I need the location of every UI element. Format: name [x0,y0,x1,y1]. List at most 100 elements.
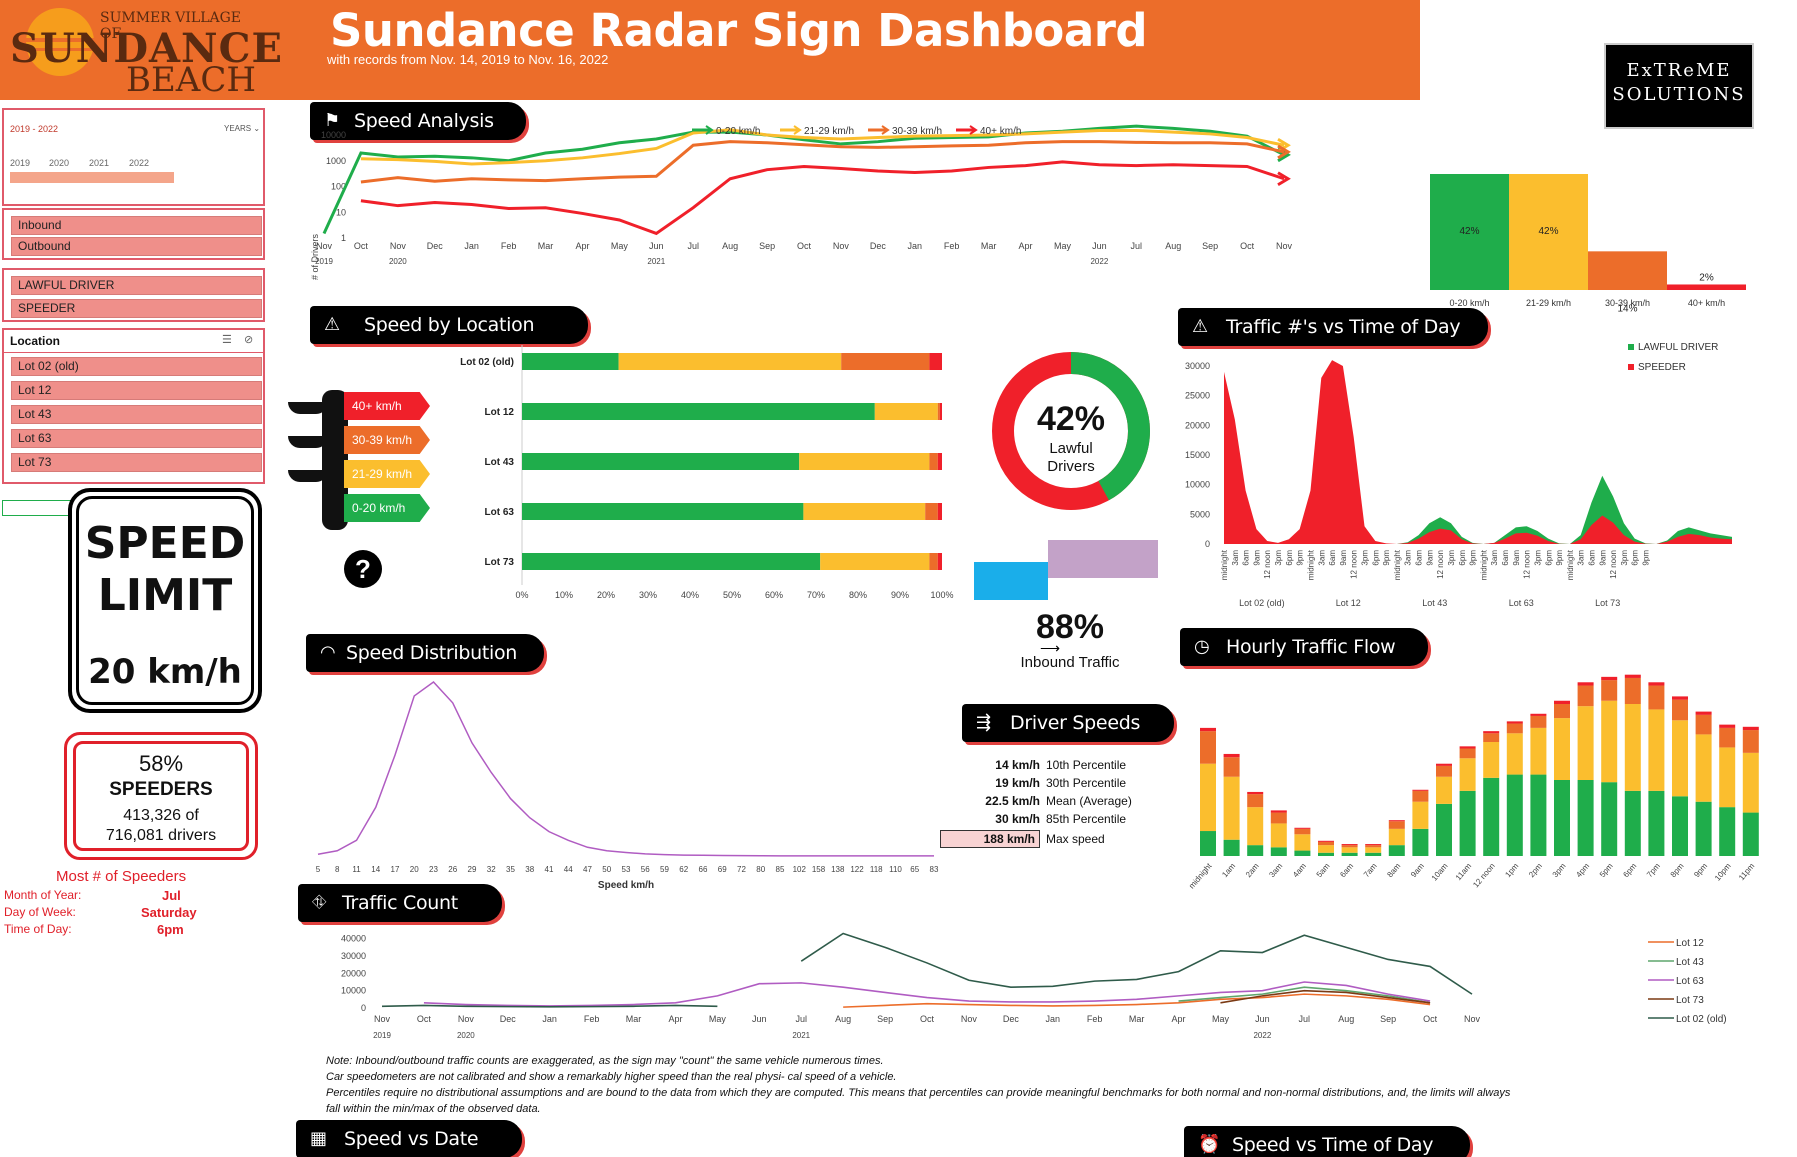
speed-bins-chart: 42% 0-20 km/h 42% 21-29 km/h 14%30-39 km/h 2%… [1430,160,1760,310]
bar-segment-0-20 km/h [1578,780,1594,856]
timeline-selection-bar[interactable] [10,172,174,183]
section-title: Speed Distribution [346,642,517,664]
x-tick-label: 20 [410,865,419,874]
x-tick-label: 118 [870,865,883,874]
x-tick-label: 32 [487,865,496,874]
slicer-item-inbound[interactable]: Inbound [11,216,262,235]
slicer-item-lot-73[interactable]: Lot 73 [11,453,262,472]
bar-segment-40+ km/h [1601,677,1617,680]
location-slicer-title: Location [10,334,60,348]
bar-segment-21-29 km/h [1507,733,1523,774]
hour-tick-label: 9pm [1296,550,1305,566]
x-tick-label: 50 [602,865,611,874]
bar-40+ km/h [1667,284,1746,290]
hour-tick-label: 12 noon [1263,550,1272,579]
x-tick-label: 21-29 km/h [1526,298,1571,308]
bar-segment-21-29 km/h [1554,718,1570,780]
slicer-item-lawful[interactable]: LAWFUL DRIVER [11,276,262,295]
speed-value: 22.5 km/h [940,794,1040,808]
x-tick-label: Apr [668,1014,682,1024]
hour-tick-label: 3am [1490,550,1499,566]
legend-swatch [1628,364,1634,370]
x-tick-label: May [1054,241,1072,251]
year-label: 2019 [373,1031,391,1040]
x-tick-label: Jan [908,241,923,251]
car-icon: ⇶ [976,704,991,742]
most-speeders-day-val: Saturday [141,905,197,920]
x-tick-label: 1pm [1503,861,1520,879]
slicer-item-outbound[interactable]: Outbound [11,237,262,256]
timeline-year-2020[interactable]: 2020 [49,158,69,168]
x-tick-label: 66 [699,865,708,874]
sign-line-2: LIMIT [72,570,258,621]
bar-segment-0-20 km/h [522,553,820,570]
hour-tick-label: 6am [1501,550,1510,566]
bar-data-label: 2% [1699,272,1714,283]
slicer-item-lot-63[interactable]: Lot 63 [11,429,262,448]
x-tick-label: 14 [371,865,380,874]
legend-label: SPEEDER [1638,362,1686,373]
timeline-year-2021[interactable]: 2021 [89,158,109,168]
hour-tick-label: 6pm [1544,550,1553,566]
traffic-count-chart: 40000 30000 20000 10000 0 Nov Oct Nov Dec Jan Feb M… [336,922,1736,1052]
speed-by-location-chart: 0% 10% 20% 30% 40% 50% 60% 70% 80% 90% 100% Lot 02 … [420,345,960,605]
hour-tick-label: 9am [1339,550,1348,566]
slicer-item-lot-02[interactable]: Lot 02 (old) [11,357,262,376]
x-tick-label: Nov [1276,241,1293,251]
bar-segment-0-20 km/h [1743,813,1759,856]
slicer-item-speeder[interactable]: SPEEDER [11,299,262,318]
bar-segment-30-39 km/h [1365,845,1381,847]
lawful-label-2: Drivers [986,458,1156,475]
hour-tick-label: midnight [1566,549,1575,580]
x-tick-label: 11am [1454,861,1474,882]
help-icon[interactable]: ? [344,550,382,588]
note-line: Percentiles require no distributional as… [326,1085,1766,1101]
speedometer-icon: ◠ [320,634,335,672]
bar-data-label: 42% [1538,226,1558,237]
x-tick-label: 83 [930,865,939,874]
x-tick-label: Aug [1338,1014,1354,1024]
x-tick-label: May [709,1014,727,1024]
distribution-line [318,682,934,856]
bar-segment-21-29 km/h [1696,734,1712,801]
y-tick-label: 10000 [341,986,366,996]
section-title: Traffic Count [342,892,458,914]
bar-segment-21-29 km/h [1530,728,1546,775]
section-speed-vs-date: ▦ Speed vs Date [296,1120,522,1157]
timeline-unit-dropdown[interactable]: YEARS ⌄ [224,124,260,133]
most-speeders-day-key: Day of Week: [4,905,76,919]
bar-segment-21-29 km/h [875,403,938,420]
x-tick-label: 7am [1362,861,1379,879]
bar-segment-30-39 km/h [1342,845,1358,847]
x-tick-label: 7pm [1645,861,1662,879]
slicer-item-lot-43[interactable]: Lot 43 [11,405,262,424]
timeline-slicer[interactable]: 2019 - 2022 YEARS ⌄ 2019 2020 2021 2022 [2,108,265,206]
bar-segment-21-29 km/h [1460,758,1476,791]
hour-tick-label: 3pm [1533,550,1542,566]
bar-segment-0-20 km/h [1696,802,1712,856]
sundance-logo: SUMMER VILLAGE OF SUNDANCE BEACH [0,0,262,100]
slicer-item-lot-12[interactable]: Lot 12 [11,381,262,400]
brand-line-1: ExTReME [1606,59,1752,83]
timeline-year-2022[interactable]: 2022 [129,158,149,168]
bar-segment-21-29 km/h [1224,777,1240,840]
bar-segment-0-20 km/h [1412,829,1428,856]
timeline-year-2019[interactable]: 2019 [10,158,30,168]
most-speeders-title: Most # of Speeders [56,868,186,885]
clear-filter-icon[interactable]: ⊘ [244,333,253,346]
multi-select-icon[interactable]: ☰ [222,333,232,346]
x-tick-label: Oct [920,1014,935,1024]
bar-segment-30-39 km/h [1719,728,1735,748]
x-tick-label: 8 [335,865,340,874]
speed-value: 14 km/h [940,758,1040,772]
speeders-total: 716,081 drivers [67,827,255,845]
section-title: Driver Speeds [1010,712,1140,734]
bar-segment-40+ km/h [1247,792,1263,794]
hour-tick-label: 6am [1328,550,1337,566]
bar-segment-40+ km/h [1271,810,1287,812]
x-tick-label: Sep [1202,241,1218,251]
x-tick-label: 1am [1220,861,1237,879]
divider [4,352,263,353]
bar-segment-40+ km/h [1200,728,1216,731]
speeders-label: SPEEDERS [67,779,255,801]
